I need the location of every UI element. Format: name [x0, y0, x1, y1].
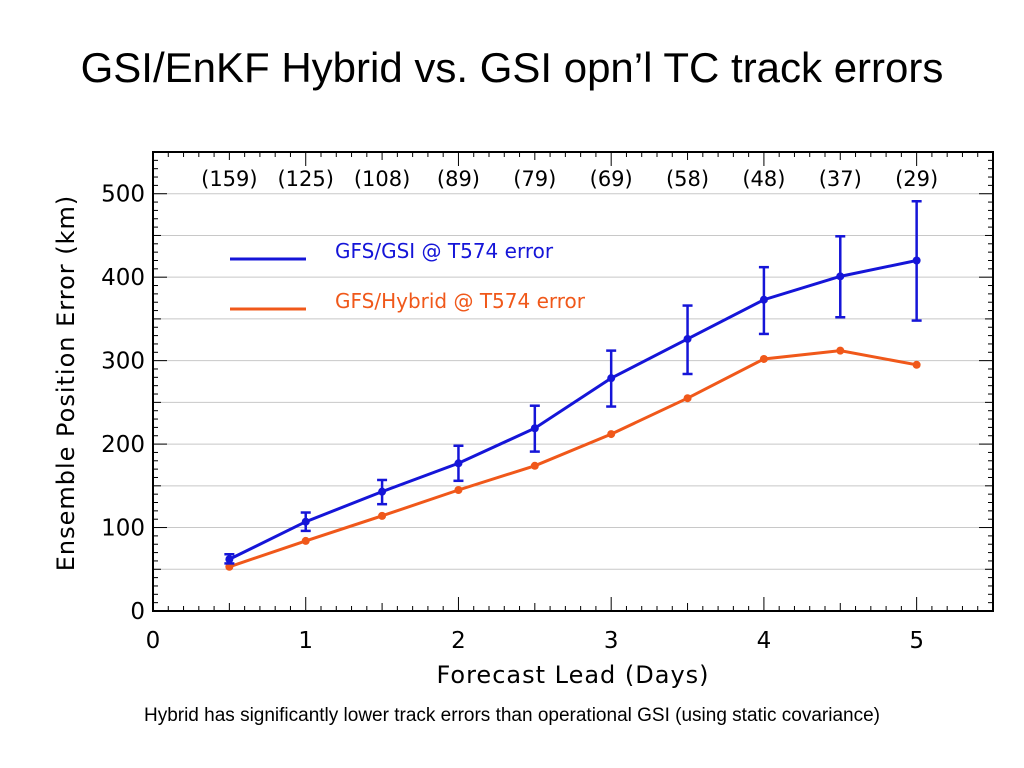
data-point	[530, 424, 539, 433]
data-point	[301, 536, 310, 545]
data-point	[912, 360, 921, 369]
x-tick-label: 5	[909, 628, 924, 654]
x-tick-label: 4	[757, 628, 772, 654]
data-point	[912, 256, 921, 265]
data-point	[301, 517, 310, 526]
sample-count-label: (29)	[895, 167, 938, 191]
data-point	[225, 562, 234, 571]
x-tick-label: 1	[298, 628, 313, 654]
y-axis-label: Ensemble Position Error (km)	[52, 195, 80, 572]
y-tick-label: 200	[101, 432, 145, 458]
data-point	[378, 511, 387, 520]
data-point	[530, 461, 539, 470]
x-tick-label: 3	[604, 628, 619, 654]
data-point	[759, 295, 768, 304]
x-axis-label: Forecast Lead (Days)	[436, 661, 709, 689]
sample-count-label: (108)	[354, 167, 410, 191]
slide-title: GSI/EnKF Hybrid vs. GSI opn’l TC track e…	[80, 44, 944, 91]
axis-ticks	[152, 151, 994, 612]
series-1	[224, 199, 922, 565]
tick-labels: 0 100 200 300 400 500 0 1 2 3 4 5	[101, 182, 924, 654]
data-point	[836, 272, 845, 281]
data-point	[225, 555, 234, 564]
sample-count-label: (159)	[201, 167, 257, 191]
data-point	[454, 459, 463, 468]
data-point	[759, 354, 768, 363]
series-line	[228, 259, 917, 561]
y-tick-label: 0	[130, 599, 145, 625]
series-2	[225, 346, 921, 571]
data-point	[683, 394, 692, 403]
data-point	[607, 374, 616, 383]
plot-frame	[152, 151, 994, 612]
sample-count-label: (79)	[513, 167, 556, 191]
y-tick-label: 500	[101, 182, 145, 208]
sample-count-label: (58)	[666, 167, 709, 191]
y-tick-label: 300	[101, 349, 145, 375]
sample-count-label: (89)	[437, 167, 480, 191]
y-tick-label: 100	[101, 516, 145, 542]
sample-count-labels: (159) (125) (108) (89) (79) (69) (58) (48) (37) (…	[201, 167, 938, 191]
data-point	[378, 487, 387, 496]
sample-count-label: (69)	[590, 167, 633, 191]
data-point	[454, 485, 463, 494]
x-tick-label: 0	[146, 628, 161, 654]
legend-label: GFS/Hybrid @ T574 error	[335, 289, 586, 313]
data-point	[683, 334, 692, 343]
sample-count-label: (37)	[819, 167, 862, 191]
grid-lines	[153, 193, 993, 570]
legend-label: GFS/GSI @ T574 error	[335, 239, 554, 263]
data-point	[607, 430, 616, 439]
series-line	[228, 349, 917, 569]
series-layer	[224, 199, 922, 571]
legend: GFS/GSI @ T574 error GFS/Hybrid @ T574 er…	[230, 239, 586, 313]
x-tick-label: 2	[451, 628, 466, 654]
slide-caption: Hybrid has significantly lower track err…	[143, 705, 881, 726]
sample-count-label: (125)	[277, 167, 333, 191]
sample-count-label: (48)	[742, 167, 785, 191]
line-chart: 0 100 200 300 400 500 0 1 2 3 4 5 (159) (125) (108) (8…	[52, 151, 994, 689]
y-tick-label: 400	[101, 265, 145, 291]
data-point	[836, 346, 845, 355]
